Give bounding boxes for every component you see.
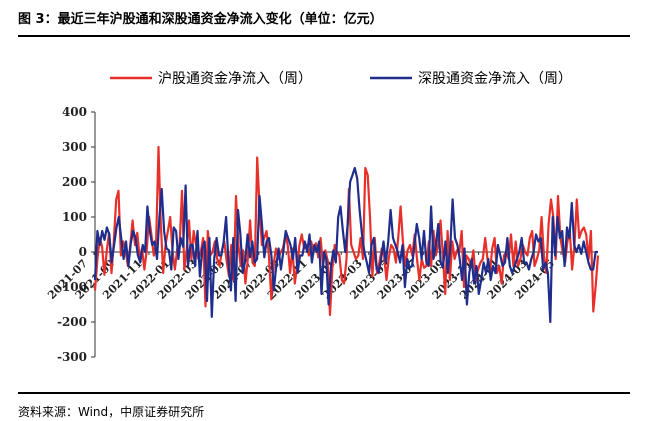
y-tick-label: -200 [57, 315, 87, 329]
y-tick-label: 0 [79, 245, 87, 259]
y-tick-label: 400 [62, 105, 87, 119]
y-tick-label: -300 [57, 350, 87, 364]
y-axis-tick-labels: 400 300 200 100 0 -100 -200 -300 [57, 105, 95, 364]
y-tick-label: 200 [62, 175, 87, 189]
bottom-divider [18, 392, 630, 394]
y-tick-label: 300 [62, 140, 87, 154]
y-tick-label: -100 [57, 280, 87, 294]
chart-legend: 沪股通资金净流入（周） 深股通资金净流入（周） [110, 71, 572, 87]
series-line-2 [93, 166, 598, 324]
chart-series-lines [93, 145, 600, 324]
figure-title: 图 3：最近三年沪股通和深股通资金净流入变化（单位：亿元） [18, 12, 383, 27]
source-note: 资料来源：Wind，中原证券研究所 [18, 405, 205, 419]
legend-label-1: 沪股通资金净流入（周） [158, 71, 312, 87]
y-tick-label: 100 [62, 210, 87, 224]
legend-label-2: 深股通资金净流入（周） [418, 71, 572, 87]
top-divider [18, 35, 630, 37]
